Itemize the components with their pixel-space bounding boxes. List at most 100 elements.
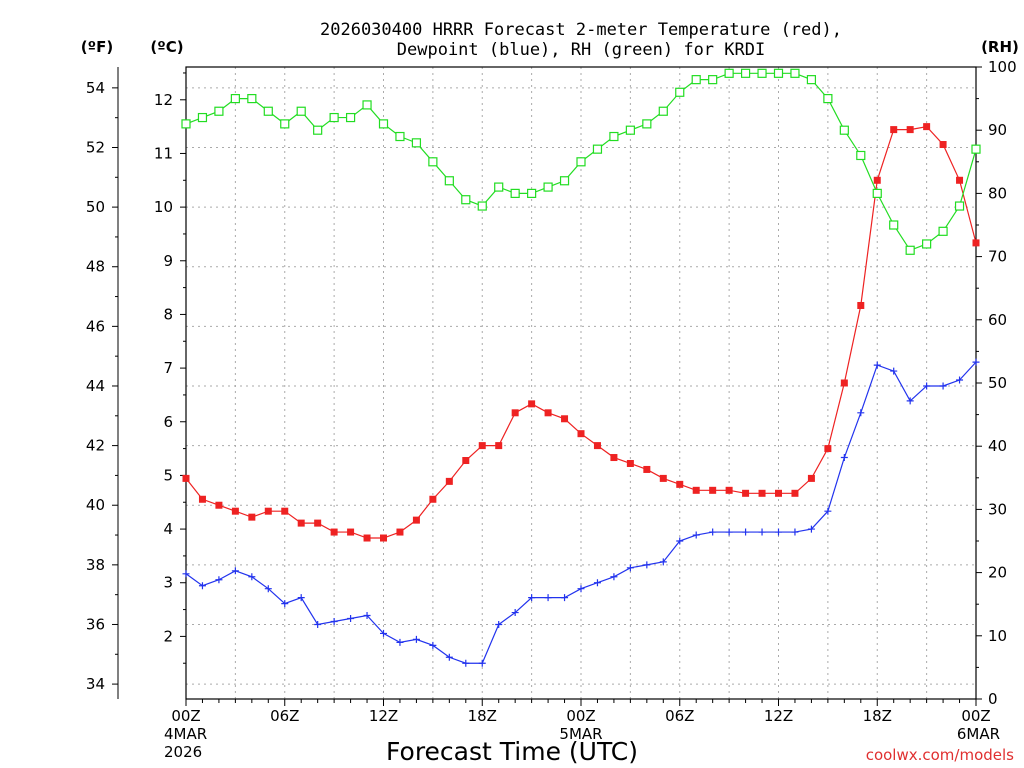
dewpoint-point [412,635,420,643]
rh-point [214,106,224,116]
rh-point [872,188,882,198]
rh-point [658,106,668,116]
temperature-point [363,534,371,542]
temperature-point [314,519,322,527]
rh-point [905,245,915,255]
rh-point [625,125,635,135]
rh-point [444,176,454,186]
rh-point [856,150,866,161]
rh-point [675,87,685,97]
rh-tick-label: 60 [988,311,1007,329]
temperature-point [709,486,717,494]
rh-tick-label: 70 [988,248,1007,266]
rh-point [296,106,306,116]
dewpoint-point [347,615,355,623]
dewpoint-point [248,573,256,581]
celsius-tick-label: 5 [163,466,173,484]
temperature-point [742,489,750,497]
celsius-tick-label: 6 [163,413,173,431]
rh-point [263,106,273,116]
temperature-point [923,123,931,131]
chart-title-line-2: Dewpoint (blue), RH (green) for KRDI [397,40,765,60]
rh-point [609,131,619,142]
x-tick-label: 00Z [961,707,990,725]
dewpoint-point [182,570,190,578]
celsius-tick-label: 7 [163,359,173,377]
dewpoint-point [544,594,552,602]
temperature-point [626,459,634,467]
dewpoint-point [281,600,289,608]
fahrenheit-tick-label: 48 [86,258,105,276]
rh-point [329,112,339,123]
temperature-point [725,486,733,494]
fahrenheit-tick-label: 38 [86,556,105,574]
temperature-point [824,445,832,453]
dewpoint-point [297,594,305,602]
celsius-tick-label: 10 [154,198,173,216]
rh-point [181,119,191,129]
temperature-point [347,528,355,536]
dewpoint-point [676,537,684,545]
dewpoint-point [577,585,585,593]
fahrenheit-unit-label: (ºF) [81,38,113,56]
dewpoint-point [972,358,980,366]
rh-tick-label: 80 [988,184,1007,202]
x-date-label: 4MAR [164,725,207,743]
dewpoint-point [198,582,206,590]
rh-point [773,68,784,78]
dewpoint-point [511,609,519,617]
celsius-tick-label: 2 [163,627,173,645]
temperature-point [215,501,223,509]
rh-point [806,75,817,85]
rh-point [411,138,422,148]
temperature-point [840,379,848,387]
x-tick-label: 18Z [468,707,497,725]
rh-tick-label: 30 [988,500,1007,518]
celsius-tick-label: 8 [163,305,173,323]
x-tick-label: 06Z [270,707,299,725]
temperature-point [758,489,766,497]
dewpoint-point [215,576,223,584]
rh-point [428,157,438,167]
rh-point [954,201,965,211]
dewpoint-point [429,641,437,649]
temperature-point [577,430,585,438]
x-date-label: 6MAR [957,725,1000,743]
rh-point [477,201,487,211]
rh-point [724,68,734,78]
dewpoint-point [692,531,700,539]
dewpoint-series [182,358,980,667]
fahrenheit-tick-label: 52 [86,138,105,156]
temperature-point [890,126,898,134]
temperature-point [198,495,206,503]
x-date-label: 5MAR [559,725,602,743]
dewpoint-point [840,454,848,462]
dewpoint-point [495,620,503,628]
x-axis-title: Forecast Time (UTC) [386,737,638,766]
temperature-point [676,480,684,488]
dewpoint-point [610,573,618,581]
rh-point [592,144,603,154]
rh-point [740,68,751,78]
rh-point [494,182,504,192]
x-year-label: 2026 [164,743,202,761]
temperature-point [561,415,569,423]
temperature-point [593,442,601,450]
x-tick-label: 06Z [665,707,694,725]
dewpoint-point [528,594,536,602]
dewpoint-point [758,528,766,536]
temperature-point [330,528,338,536]
dewpoint-point [380,629,387,637]
fahrenheit-tick-label: 40 [86,496,105,514]
rh-point [790,68,800,78]
rh-point [247,93,257,104]
temperature-point [857,301,865,309]
rh-series [181,68,981,255]
rh-point [543,182,553,192]
rh-tick-label: 10 [988,627,1007,645]
temperature-point [231,507,239,515]
dewpoint-point [709,528,717,536]
rh-point [559,176,570,186]
